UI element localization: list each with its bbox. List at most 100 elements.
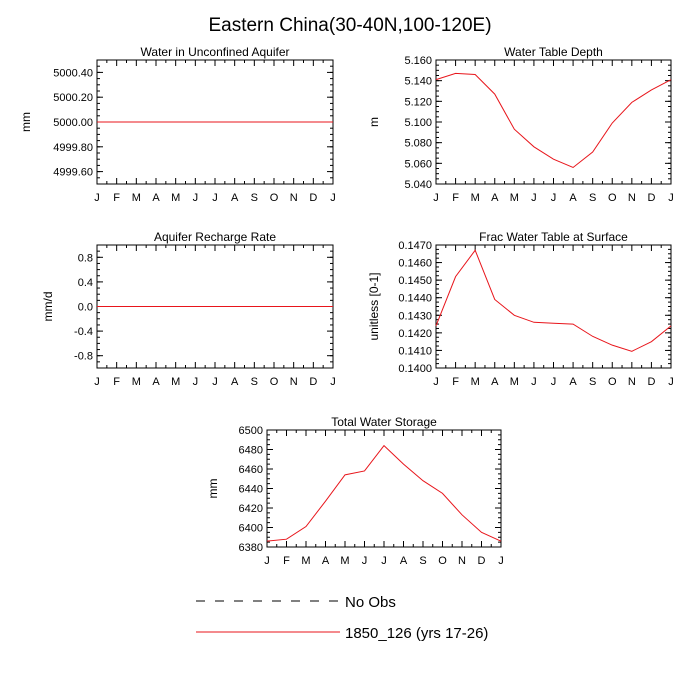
- y-tick-label: 4999.80: [53, 142, 93, 154]
- x-tick-label: J: [264, 555, 270, 567]
- x-tick-label: J: [551, 376, 557, 388]
- x-tick-label: J: [212, 192, 218, 204]
- x-tick-label: S: [251, 192, 258, 204]
- series-line: [266, 444, 502, 542]
- x-tick-label: J: [668, 376, 674, 388]
- x-tick-label: M: [301, 555, 310, 567]
- x-tick-label: M: [471, 192, 480, 204]
- y-axis-label: unitless [0-1]: [367, 272, 381, 340]
- x-tick-label: F: [452, 192, 459, 204]
- y-tick-label: 5.120: [404, 96, 432, 108]
- x-tick-label: M: [132, 376, 141, 388]
- x-tick-label: O: [438, 555, 447, 567]
- y-tick-label: 4999.60: [53, 167, 93, 179]
- x-tick-label: M: [510, 192, 519, 204]
- x-tick-label: J: [498, 555, 504, 567]
- panel-title: Water in Unconfined Aquifer: [141, 45, 290, 59]
- figure-title: Eastern China(30-40N,100-120E): [208, 15, 491, 36]
- y-tick-label: 6500: [239, 425, 263, 437]
- x-tick-label: J: [330, 376, 336, 388]
- x-tick-label: J: [193, 192, 199, 204]
- panel-title: Frac Water Table at Surface: [479, 230, 628, 244]
- y-tick-label: 5000.40: [53, 67, 93, 79]
- x-tick-label: J: [433, 376, 439, 388]
- x-tick-label: J: [94, 192, 100, 204]
- x-tick-label: A: [491, 376, 499, 388]
- x-tick-label: N: [628, 376, 636, 388]
- x-tick-label: A: [231, 376, 239, 388]
- y-tick-label: 0.1430: [398, 310, 432, 322]
- x-tick-label: A: [400, 555, 408, 567]
- legend-label-no-obs: No Obs: [345, 594, 396, 611]
- x-tick-label: J: [330, 192, 336, 204]
- x-tick-label: S: [251, 376, 258, 388]
- x-tick-label: J: [551, 192, 557, 204]
- y-tick-label: 5.060: [404, 158, 432, 170]
- y-tick-label: -0.4: [74, 326, 93, 338]
- y-tick-label: 0.1440: [398, 293, 432, 305]
- y-tick-label: 0.1420: [398, 328, 432, 340]
- x-tick-label: M: [510, 376, 519, 388]
- series-line: [435, 72, 672, 169]
- x-tick-label: D: [478, 555, 486, 567]
- x-tick-label: A: [491, 192, 499, 204]
- y-tick-label: 0.1410: [398, 345, 432, 357]
- x-tick-label: N: [458, 555, 466, 567]
- x-tick-label: F: [283, 555, 290, 567]
- x-tick-label: D: [647, 376, 655, 388]
- y-tick-label: 0.0: [78, 302, 93, 314]
- series-line: [435, 249, 672, 352]
- y-tick-label: 5.100: [404, 117, 432, 129]
- y-tick-label: 6460: [239, 464, 263, 476]
- x-tick-label: F: [113, 192, 120, 204]
- y-tick-label: 0.1470: [398, 240, 432, 252]
- y-tick-label: 6380: [239, 542, 263, 554]
- x-tick-label: D: [309, 376, 317, 388]
- x-tick-label: J: [193, 376, 199, 388]
- x-tick-label: A: [569, 376, 577, 388]
- plot-frame: [435, 59, 672, 185]
- x-tick-label: N: [290, 192, 298, 204]
- y-tick-label: 6400: [239, 523, 263, 535]
- y-tick-label: 5.160: [404, 55, 432, 67]
- legend: No Obs 1850_126 (yrs 17-26): [196, 594, 488, 642]
- x-tick-label: O: [608, 192, 617, 204]
- x-tick-label: J: [433, 192, 439, 204]
- x-tick-label: M: [171, 376, 180, 388]
- legend-label-series: 1850_126 (yrs 17-26): [345, 625, 488, 642]
- x-tick-label: N: [628, 192, 636, 204]
- x-tick-label: M: [171, 192, 180, 204]
- y-tick-label: -0.8: [74, 351, 93, 363]
- x-tick-label: M: [471, 376, 480, 388]
- y-axis-label: mm: [206, 479, 220, 499]
- y-tick-label: 0.8: [78, 252, 93, 264]
- x-tick-label: J: [362, 555, 368, 567]
- x-tick-label: J: [668, 192, 674, 204]
- x-tick-label: A: [152, 376, 160, 388]
- x-tick-label: O: [270, 376, 279, 388]
- y-tick-label: 0.1450: [398, 275, 432, 287]
- panel-title: Aquifer Recharge Rate: [154, 230, 276, 244]
- y-tick-label: 6440: [239, 484, 263, 496]
- y-tick-label: 0.4: [78, 277, 93, 289]
- x-tick-label: J: [381, 555, 387, 567]
- x-tick-label: A: [231, 192, 239, 204]
- x-tick-label: A: [152, 192, 160, 204]
- y-tick-label: 5.040: [404, 179, 432, 191]
- panel-title: Water Table Depth: [504, 45, 603, 59]
- y-axis-label: mm: [19, 112, 33, 132]
- y-tick-label: 5000.20: [53, 92, 93, 104]
- x-tick-label: O: [270, 192, 279, 204]
- x-tick-label: J: [531, 192, 537, 204]
- y-tick-label: 6480: [239, 445, 263, 457]
- x-tick-label: J: [212, 376, 218, 388]
- x-tick-label: A: [569, 192, 577, 204]
- x-tick-label: J: [531, 376, 537, 388]
- y-axis-label: mm/d: [41, 292, 55, 322]
